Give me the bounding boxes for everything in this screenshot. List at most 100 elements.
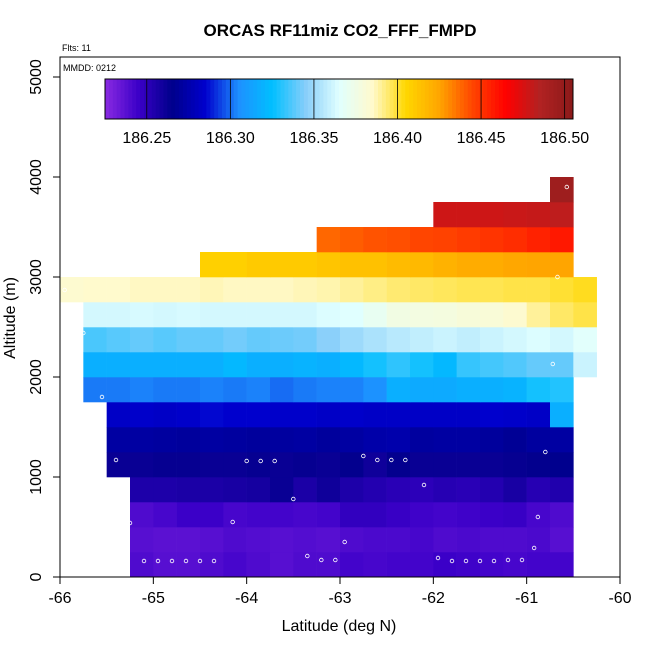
colorbar-segment (518, 79, 523, 119)
flight-point (531, 545, 537, 551)
heatmap-cell (480, 227, 504, 253)
colorbar-segment (335, 79, 340, 119)
heatmap-cell (410, 427, 434, 453)
heatmap-cell (456, 552, 481, 578)
colorbar-segment (370, 79, 375, 119)
y-tick-label: 2000 (28, 359, 45, 395)
colorbar-segment (186, 79, 192, 119)
heatmap-cell (340, 527, 364, 553)
x-tick-label: -60 (608, 590, 631, 607)
heatmap-cell (130, 302, 154, 328)
heatmap-cell (316, 327, 341, 353)
heatmap-cell (293, 352, 317, 378)
heatmap-cell (550, 202, 574, 228)
colorbar-segment (545, 79, 550, 119)
heatmap-cell (386, 277, 411, 303)
colorbar-segment (268, 79, 274, 119)
heatmap-cell (340, 377, 364, 403)
flight-point (564, 184, 569, 190)
heatmap-cell (410, 252, 434, 278)
heatmap-cell (223, 452, 247, 478)
colorbar-segment (225, 79, 231, 119)
heatmap-cell (456, 252, 481, 278)
heatmap-cell (386, 352, 411, 378)
heatmap-cell (153, 502, 177, 528)
heatmap-cell (130, 402, 154, 428)
colorbar-segment (280, 79, 285, 119)
flight-point (305, 553, 310, 559)
colorbar-segment (491, 79, 496, 119)
flight-point (389, 457, 394, 463)
heatmap-cell (503, 552, 527, 578)
heatmap-cell (550, 252, 574, 278)
colorbar-segment (128, 79, 133, 119)
heatmap-cell (340, 252, 364, 278)
colorbar-segment (319, 79, 324, 119)
heatmap-cell (410, 502, 434, 528)
heatmap-cell (176, 402, 201, 428)
heatmap-cell (223, 477, 247, 503)
heatmap-cell (456, 427, 481, 453)
heatmap-cell (176, 302, 201, 328)
flights-note: Flts: 11 (62, 43, 91, 53)
heatmap-cell (316, 427, 341, 453)
colorbar-segment (276, 79, 281, 119)
heatmap-cell (106, 427, 131, 453)
colorbar-segment (401, 79, 406, 119)
heatmap-cell (363, 452, 387, 478)
heatmap-cell (153, 352, 177, 378)
colorbar-segment (233, 79, 238, 119)
heatmap-cell (433, 527, 457, 553)
colorbar-segment (405, 79, 410, 119)
flight-point (113, 457, 119, 463)
heatmap-cell (246, 552, 271, 578)
colorbar-segment (514, 79, 519, 119)
heatmap-cell (363, 477, 387, 503)
heatmap-cell (456, 327, 481, 353)
heatmap-cell (456, 477, 481, 503)
heatmap-cell (410, 227, 434, 253)
heatmap-cell (130, 427, 154, 453)
heatmap-cell (386, 502, 411, 528)
heatmap-cell (503, 277, 527, 303)
colorbar-segment (389, 79, 394, 119)
heatmap-cell (503, 402, 527, 428)
heatmap-cell (223, 352, 247, 378)
flight-point (230, 519, 235, 525)
heatmap-cell (200, 477, 224, 503)
heatmap-cell (573, 302, 597, 328)
heatmap-cell (176, 477, 201, 503)
colorbar-segment (436, 79, 441, 119)
colorbar-segment (409, 79, 414, 119)
heatmap-cell (550, 277, 574, 303)
colorbar-segment (303, 79, 309, 119)
heatmap-cell (106, 452, 131, 478)
heatmap-cell (386, 327, 411, 353)
heatmap-cell (223, 302, 247, 328)
heatmap-cell (293, 527, 317, 553)
heatmap-cell (293, 277, 317, 303)
heatmap-cell (153, 552, 177, 578)
colorbar-segment (502, 79, 508, 119)
mmdd-note: MMDD: 0212 (63, 63, 116, 73)
heatmap-cell (316, 402, 341, 428)
colorbar-segment (198, 79, 203, 119)
colorbar-segment (261, 79, 266, 119)
heatmap-cell (270, 552, 294, 578)
heatmap-cell (410, 352, 434, 378)
heatmap-cell (503, 477, 527, 503)
colorbar-segment (163, 79, 168, 119)
heatmap-cell (223, 527, 247, 553)
heatmap-cell (480, 327, 504, 353)
heatmap-cell (293, 377, 317, 403)
flight-point (543, 449, 548, 455)
heatmap-cell (526, 352, 551, 378)
heatmap-cell (456, 352, 481, 378)
heatmap-cell (480, 302, 504, 328)
colorbar-segment (463, 79, 469, 119)
heatmap-cell (573, 277, 597, 303)
heatmap-cell (130, 277, 154, 303)
colorbar-segment (534, 79, 539, 119)
